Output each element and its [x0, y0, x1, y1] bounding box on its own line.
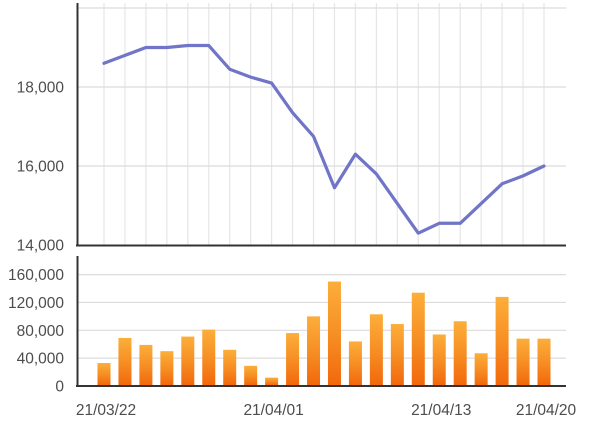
axes-layer	[76, 3, 566, 387]
x-tick-label: 21/03/22	[76, 402, 136, 419]
volume-bar	[495, 296, 509, 385]
volume-bar	[327, 281, 341, 385]
price-y-tick-label: 16,000	[17, 159, 65, 176]
volume-bar	[202, 329, 216, 385]
volume-bar	[265, 377, 279, 385]
volume-y-tick-label: 160,000	[8, 267, 64, 284]
x-tick-label: 21/04/20	[516, 402, 577, 419]
volume-bar	[286, 333, 300, 385]
volume-y-tick-label: 120,000	[8, 295, 64, 312]
volume-y-tick-label: 0	[55, 379, 64, 396]
gridlines-layer	[77, 3, 566, 359]
x-tick-label: 21/04/01	[243, 402, 303, 419]
price-y-tick-label: 18,000	[17, 80, 65, 97]
volume-bar	[244, 365, 258, 385]
volume-bar	[474, 353, 488, 385]
data-series-layer	[97, 43, 551, 385]
volume-bar	[139, 344, 153, 385]
volume-bar	[390, 324, 404, 385]
volume-bar	[118, 337, 132, 385]
volume-bar	[411, 292, 425, 385]
price-line	[102, 43, 546, 235]
volume-bar	[369, 314, 383, 385]
volume-bar	[453, 321, 467, 385]
volume-bar	[516, 338, 530, 385]
volume-bar	[181, 336, 195, 385]
volume-bar	[432, 334, 446, 385]
x-tick-label: 21/04/13	[411, 402, 471, 419]
volume-bar	[223, 349, 237, 385]
volume-bar	[307, 316, 321, 385]
volume-bar	[348, 341, 362, 385]
volume-bar	[160, 351, 174, 385]
tick-labels-layer: 14,000 16,000 18,000 0 40,000 80,000 120,000 16…	[8, 80, 577, 420]
volume-y-tick-label: 80,000	[17, 323, 65, 340]
volume-bar	[537, 338, 551, 385]
volume-bar	[97, 363, 111, 385]
volume-y-tick-label: 40,000	[17, 351, 65, 368]
price-y-tick-label: 14,000	[17, 238, 65, 255]
